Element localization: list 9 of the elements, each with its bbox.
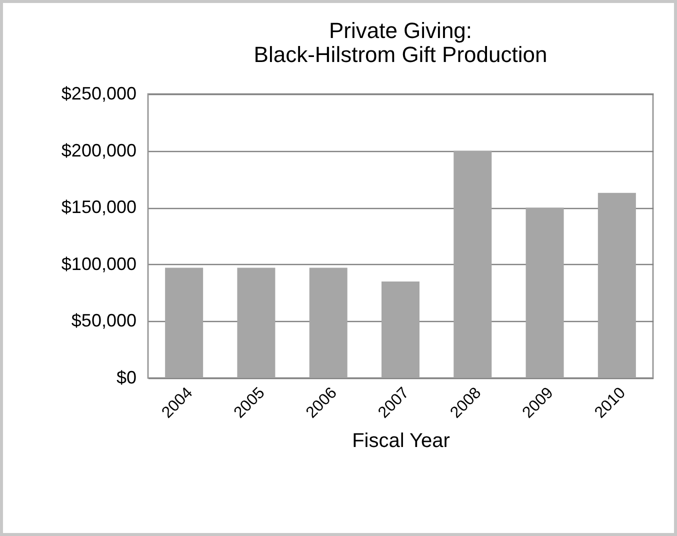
y-tick-label: $250,000	[61, 84, 136, 104]
text: Private Giving:	[328, 18, 472, 43]
y-tick-label: $100,000	[61, 254, 136, 274]
y-tick-label: $200,000	[61, 140, 136, 160]
text: Black-Hilstrom Gift Production	[254, 42, 548, 67]
y-tick-label: $150,000	[61, 197, 136, 218]
y-tick-label: $0	[116, 368, 136, 388]
y-tick-label: $50,000	[71, 310, 136, 331]
x-axis-title: Fiscal Year	[352, 430, 450, 452]
